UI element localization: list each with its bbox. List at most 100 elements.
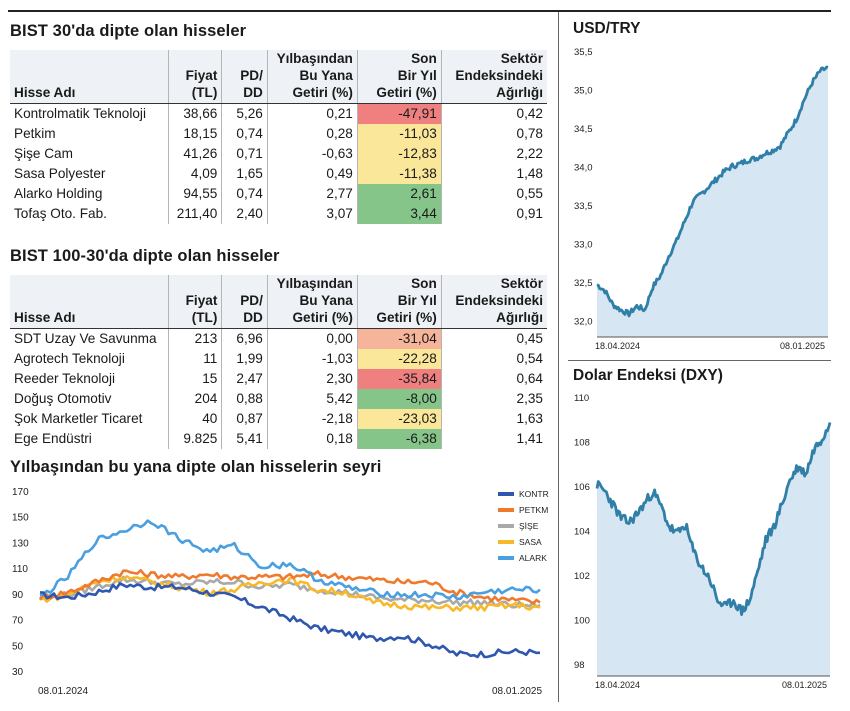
- stock-year-return: -23,03: [356, 409, 442, 429]
- x-tick-label: 18.04.2024: [595, 680, 640, 690]
- stock-weight: 1,48: [440, 164, 547, 184]
- stock-price: 11: [167, 349, 222, 369]
- y-tick-label: 110: [574, 393, 589, 404]
- stock-price: 40: [167, 409, 222, 429]
- column-divider: [558, 12, 559, 702]
- bist100-table: Hisse Adı Fiyat (TL) PD/DD Yılbaşından Bu …: [10, 275, 547, 449]
- legend-label: ALARK: [519, 553, 547, 563]
- stock-ytd: 0,18: [266, 429, 358, 449]
- y-tick-label: 106: [574, 482, 590, 493]
- stock-pddd: 0,74: [221, 124, 268, 144]
- stock-weight: 0,55: [440, 184, 547, 204]
- stock-pddd: 0,71: [221, 144, 268, 164]
- y-tick-label: 32,5: [574, 278, 593, 289]
- top-rule: [8, 10, 831, 12]
- stock-pddd: 2,47: [221, 369, 268, 389]
- x-tick-label: 08.01.2024: [38, 686, 88, 697]
- stock-pddd: 5,41: [221, 429, 268, 449]
- stock-name: Ege Endüstri: [14, 431, 92, 446]
- stock-year-return: -47,91: [356, 103, 442, 124]
- bist100-title: BIST 100-30'da dipte olan hisseler: [10, 247, 280, 265]
- usdtry-title: USD/TRY: [573, 20, 641, 37]
- chart-separator: [568, 360, 831, 361]
- legend-label: KONTR: [519, 489, 549, 499]
- stock-ytd: 0,21: [266, 103, 358, 124]
- stock-price: 4,09: [167, 164, 222, 184]
- y-tick-label: 104: [574, 526, 590, 537]
- header-line: DD: [243, 85, 263, 100]
- table-row: Alarko Holding 94,55 0,74 2,77 2,61 0,55: [10, 184, 547, 204]
- stock-pddd: 0,74: [221, 184, 268, 204]
- y-tick-label: 130: [12, 538, 29, 549]
- stock-name: Petkim: [14, 126, 56, 141]
- stock-name: Alarko Holding: [14, 186, 103, 201]
- stock-price: 41,26: [167, 144, 222, 164]
- stock-name: Şok Marketler Ticaret: [14, 411, 143, 426]
- series-line-alark: [39, 519, 541, 601]
- line-chart-title: Yılbaşından bu yana dipte olan hisseleri…: [10, 458, 382, 476]
- header-line: Getiri (%): [376, 310, 437, 325]
- stock-weight: 2,22: [440, 144, 547, 164]
- table-row: Sasa Polyester 4,09 1,65 0,49 -11,38 1,4…: [10, 164, 547, 184]
- header-line: Bir Yıl: [397, 293, 437, 308]
- stock-name: SDT Uzay Ve Savunma: [14, 331, 157, 346]
- table-row: Reeder Teknoloji 15 2,47 2,30 -35,84 0,6…: [10, 369, 547, 389]
- col-header-weight: Sektör Endeksindeki Ağırlığı: [440, 275, 547, 329]
- stock-weight: 2,35: [440, 389, 547, 409]
- line-chart: 30 50 70 90 110 130 150 170 08.01.2024 08.01.2025…: [12, 487, 549, 697]
- stock-year-return: -6,38: [356, 429, 442, 449]
- x-tick-label: 18.04.2024: [595, 341, 640, 351]
- stock-price: 9.825: [167, 429, 222, 449]
- y-tick-label: 108: [574, 437, 590, 448]
- col-header-name: Hisse Adı: [10, 275, 169, 329]
- series-line-kontr: [39, 582, 541, 659]
- stock-weight: 1,63: [440, 409, 547, 429]
- header-line: Fiyat: [185, 68, 218, 83]
- header-line: (TL): [191, 310, 218, 325]
- stock-ytd: -1,03: [266, 349, 358, 369]
- header-line: Yılbaşından: [276, 51, 353, 66]
- legend-label: PETKM: [519, 505, 548, 515]
- stock-year-return: -11,38: [356, 164, 442, 184]
- table-header-row: Hisse Adı Fiyat (TL) PD/DD Yılbaşından Bu …: [10, 275, 547, 329]
- stock-ytd: 0,28: [266, 124, 358, 144]
- stock-ytd: 2,77: [266, 184, 358, 204]
- header-line: Getiri (%): [292, 85, 353, 100]
- y-tick-label: 102: [574, 571, 590, 582]
- col-header-price: Fiyat (TL): [167, 275, 222, 329]
- stock-ytd: -2,18: [266, 409, 358, 429]
- y-tick-label: 98: [574, 660, 585, 671]
- stock-price: 204: [167, 389, 222, 409]
- y-tick-label: 35,0: [574, 86, 593, 97]
- stock-weight: 0,54: [440, 349, 547, 369]
- col-header-ytd: Yılbaşından Bu Yana Getiri (%): [266, 275, 358, 329]
- usdtry-chart: 32,0 32,5 33,0 33,5 34,0 34,5 35,0 35,5 18.04.20…: [574, 47, 829, 351]
- stock-name: Sasa Polyester: [14, 166, 106, 181]
- stock-weight: 0,42: [440, 103, 547, 124]
- stock-name: Agrotech Teknoloji: [14, 351, 125, 366]
- stock-year-return: -11,03: [356, 124, 442, 144]
- area-fill: [597, 67, 828, 337]
- table-row: SDT Uzay Ve Savunma 213 6,96 0,00 -31,04…: [10, 328, 547, 349]
- y-tick-label: 34,5: [574, 124, 593, 135]
- stock-pddd: 1,65: [221, 164, 268, 184]
- header-line: Bir Yıl: [397, 68, 437, 83]
- header-line: Son: [411, 276, 437, 291]
- header-line: Sektör: [500, 51, 543, 66]
- stock-weight: 0,64: [440, 369, 547, 389]
- header-line: Fiyat: [185, 293, 218, 308]
- stock-name: Kontrolmatik Teknoloji: [14, 106, 146, 121]
- stock-ytd: 0,49: [266, 164, 358, 184]
- col-header-pddd: PD/DD: [221, 275, 268, 329]
- header-line: Endeksindeki: [455, 293, 543, 308]
- col-header-pddd: PD/DD: [221, 50, 268, 104]
- header-line: Getiri (%): [292, 310, 353, 325]
- stock-pddd: 6,96: [221, 328, 268, 349]
- col-header-weight: Sektör Endeksindeki Ağırlığı: [440, 50, 547, 104]
- legend-label: SASA: [519, 537, 542, 547]
- header-line: (TL): [191, 85, 218, 100]
- y-tick-label: 50: [12, 641, 24, 652]
- dxy-chart: 98 100 102 104 106 108 110 18.04.2024 08.01.2025: [574, 393, 832, 690]
- bist30-title: BIST 30'da dipte olan hisseler: [10, 22, 247, 40]
- header-line: PD/: [240, 293, 263, 308]
